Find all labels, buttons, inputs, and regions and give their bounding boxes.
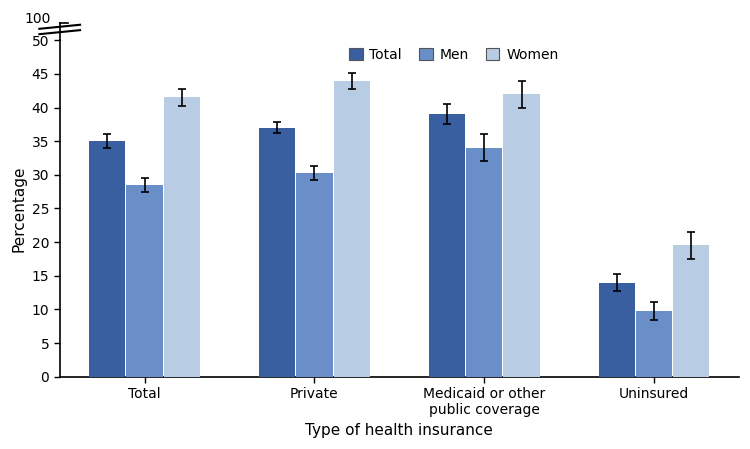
Bar: [127, 185, 163, 377]
Bar: [598, 282, 634, 377]
Bar: [259, 128, 296, 377]
Bar: [334, 81, 370, 377]
Bar: [503, 94, 540, 377]
Y-axis label: Percentage: Percentage: [11, 165, 26, 252]
Bar: [296, 173, 332, 377]
Bar: [636, 311, 672, 377]
Bar: [674, 246, 710, 377]
Legend: Total, Men, Women: Total, Men, Women: [344, 44, 562, 66]
Bar: [466, 148, 503, 377]
X-axis label: Type of health insurance: Type of health insurance: [305, 423, 494, 438]
Bar: [89, 141, 125, 377]
Bar: [164, 97, 200, 377]
Bar: [429, 114, 465, 377]
Text: 100: 100: [25, 12, 51, 26]
